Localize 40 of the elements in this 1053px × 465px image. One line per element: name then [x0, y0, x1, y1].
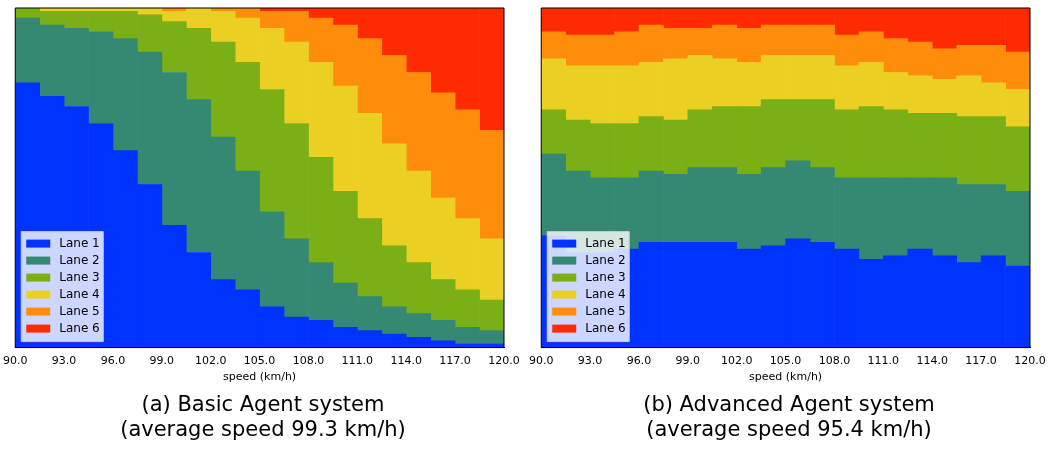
legend-label: Lane 6 — [59, 320, 100, 335]
legend-label: Lane 3 — [585, 269, 626, 284]
x-tick-label: 99.0 — [149, 354, 175, 368]
x-tick-label: 102.0 — [721, 354, 753, 368]
x-tick-label: 108.0 — [292, 354, 325, 368]
x-tick-label: 90.0 — [529, 354, 554, 368]
x-tick-label: 120.0 — [488, 354, 520, 368]
x-tick-label: 111.0 — [867, 354, 900, 368]
x-tick-label: 111.0 — [341, 354, 374, 368]
legend-label: Lane 3 — [59, 269, 100, 284]
legend-label: Lane 2 — [585, 252, 626, 267]
text: (b) Advanced Agent system — [642, 392, 936, 417]
x-tick-label: 114.0 — [390, 354, 422, 368]
x-tick-label: 105.0 — [769, 354, 802, 368]
x-tick-label: 114.0 — [916, 354, 948, 368]
x-tick-label: 105.0 — [243, 354, 276, 368]
x-tick-label: 93.0 — [577, 354, 603, 368]
x-axis-title: speed (km/h) — [223, 370, 297, 384]
text: (average speed 99.3 km/h) — [119, 417, 407, 442]
text: (average speed 95.4 km/h) — [645, 417, 933, 442]
legend-label: Lane 6 — [585, 320, 626, 335]
x-tick-label: 96.0 — [100, 354, 126, 368]
x-tick-label: 120.0 — [1014, 354, 1046, 368]
x-tick-label: 117.0 — [439, 354, 471, 368]
x-tick-label: 96.0 — [626, 354, 652, 368]
legend-label: Lane 5 — [585, 303, 626, 318]
x-axis-title: speed (km/h) — [749, 370, 823, 384]
x-tick-label: 102.0 — [195, 354, 227, 368]
legend-label: Lane 5 — [59, 303, 100, 318]
legend-label: Lane 2 — [59, 252, 100, 267]
x-tick-label: 93.0 — [51, 354, 77, 368]
legend-label: Lane 1 — [59, 235, 100, 250]
legend-label: Lane 4 — [59, 286, 100, 301]
x-tick-label: 90.0 — [3, 354, 28, 368]
text: (a) Basic Agent system — [140, 392, 386, 417]
legend-label: Lane 4 — [585, 286, 626, 301]
x-tick-label: 99.0 — [675, 354, 701, 368]
x-tick-label: 108.0 — [818, 354, 851, 368]
legend-label: Lane 1 — [585, 235, 626, 250]
x-tick-label: 117.0 — [965, 354, 997, 368]
